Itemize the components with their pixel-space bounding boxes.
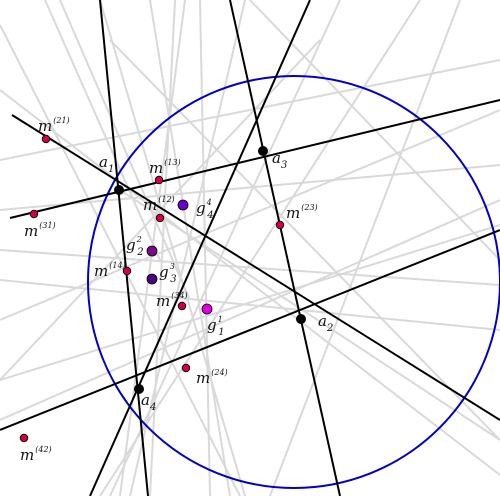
label-a2: a2 — [318, 312, 333, 334]
gray-line — [269, 0, 461, 496]
g-point-4 — [177, 199, 189, 211]
label-g2: g2 2 — [126, 235, 144, 258]
blue-circle — [87, 75, 500, 489]
label-m13: m(13) — [149, 158, 181, 177]
vertex-a1 — [114, 185, 124, 195]
black-line — [89, 0, 311, 496]
point-labels: a1 a2 a3 a4 m(21) m(13) m(12) m(31) m(23) m(14) m(… — [20, 116, 333, 464]
gray-line — [0, 24, 241, 496]
label-g4: g4 4 — [196, 198, 214, 221]
midpoint-34 — [177, 301, 187, 311]
gray-line — [0, 59, 500, 161]
label-m34: m(34) — [156, 291, 188, 310]
midpoint-42 — [19, 433, 29, 443]
gray-line — [0, 249, 500, 286]
black-line — [9, 99, 500, 219]
midpoint-13 — [154, 175, 164, 185]
gray-line — [99, 0, 421, 496]
gray-line — [0, 199, 500, 421]
g-point-2 — [146, 245, 158, 257]
gray-line — [0, 109, 500, 321]
midpoint-12 — [155, 213, 165, 223]
label-m12: m(12) — [143, 195, 175, 214]
gray-line — [44, 0, 161, 261]
label-m31: m(31) — [24, 221, 56, 240]
black-line — [0, 229, 500, 431]
g-point-1 — [201, 303, 213, 315]
midpoint-23 — [275, 220, 285, 230]
black-line — [99, 0, 149, 496]
label-a4: a4 — [141, 391, 156, 413]
label-g1: g1 1 — [207, 315, 225, 338]
gray-line — [0, 224, 500, 381]
label-m14: m(14) — [94, 261, 126, 280]
gray-line — [0, 279, 500, 331]
midpoint-24 — [181, 363, 191, 373]
vertex-a2 — [296, 314, 306, 324]
midpoint-14 — [122, 266, 132, 276]
g-point-3 — [146, 273, 158, 285]
points — [19, 134, 306, 443]
midpoint-21 — [41, 134, 51, 144]
label-a3: a3 — [272, 149, 287, 171]
gray-line — [0, 89, 500, 476]
vertex-a3 — [258, 146, 268, 156]
label-m21: m(21) — [38, 116, 70, 135]
label-m23: m(23) — [286, 203, 318, 222]
gray-line — [109, 39, 500, 441]
gray-line — [149, 0, 231, 496]
label-a1: a1 — [99, 153, 114, 175]
vertex-a4 — [134, 384, 144, 394]
label-m24: m(24) — [196, 368, 228, 387]
label-g3: g3 3 — [159, 262, 177, 285]
black-line — [229, 0, 341, 496]
label-m42: m(42) — [20, 445, 52, 464]
black-line — [11, 114, 500, 421]
midpoint-31 — [29, 209, 39, 219]
